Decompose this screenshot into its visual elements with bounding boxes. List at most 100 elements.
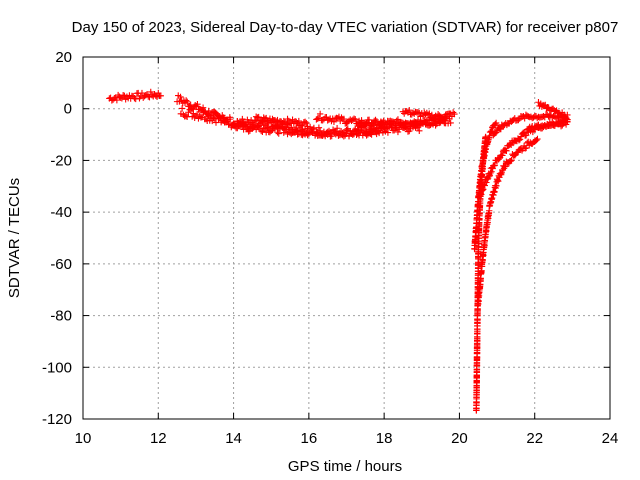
data-point	[515, 136, 523, 144]
y-tick-label: -80	[50, 308, 72, 325]
data-point	[352, 116, 359, 123]
data-point	[315, 124, 323, 131]
data-point	[295, 117, 303, 125]
y-axis-label: SDTVAR / TECUs	[6, 178, 23, 298]
data-point	[489, 165, 496, 172]
data-point	[378, 119, 386, 126]
data-point	[503, 147, 510, 155]
data-point	[200, 109, 207, 116]
data-point	[481, 182, 488, 189]
data-point	[340, 115, 348, 123]
data-point	[177, 93, 184, 101]
data-point	[332, 131, 339, 138]
data-point	[497, 170, 504, 177]
data-point	[492, 119, 500, 127]
y-tick-label: 0	[64, 101, 72, 118]
data-point	[303, 119, 310, 127]
data-point	[304, 123, 311, 130]
data-point	[212, 119, 220, 126]
x-tick-label: 24	[602, 430, 619, 447]
data-point	[385, 121, 392, 128]
data-point	[299, 122, 306, 130]
data-point	[508, 156, 515, 164]
data-point	[495, 177, 502, 185]
data-point	[147, 88, 154, 96]
data-point	[414, 109, 422, 116]
data-point	[516, 136, 524, 143]
data-point	[255, 113, 262, 121]
data-point	[309, 128, 316, 136]
y-tick-label: -40	[50, 204, 72, 221]
data-point	[113, 96, 121, 104]
data-point	[224, 118, 231, 125]
x-tick-label: 18	[376, 430, 393, 447]
data-point	[182, 112, 190, 120]
series-arc-5	[252, 113, 311, 130]
data-point	[226, 114, 234, 121]
data-point	[564, 116, 571, 123]
data-point	[365, 126, 373, 134]
data-point	[488, 168, 495, 175]
data-point	[324, 131, 331, 138]
data-point	[184, 98, 191, 106]
data-point	[119, 91, 127, 99]
data-point	[447, 119, 454, 127]
data-point	[301, 118, 309, 126]
series-arc-7	[354, 115, 454, 132]
data-point	[370, 120, 378, 128]
data-point	[416, 127, 423, 135]
grid	[83, 57, 610, 419]
data-point	[340, 129, 348, 136]
data-point	[381, 124, 388, 132]
series-arc-11	[475, 135, 541, 308]
x-tick-label: 14	[225, 430, 242, 447]
x-tick-label: 20	[451, 430, 468, 447]
data-point	[521, 145, 529, 152]
data-point	[451, 110, 458, 118]
data-point	[490, 162, 498, 169]
data-point	[393, 124, 400, 131]
y-tick-label: -100	[42, 359, 72, 376]
data-point	[157, 92, 164, 100]
data-point	[264, 124, 271, 132]
data-point	[310, 125, 318, 133]
data-point	[328, 129, 335, 137]
data-point	[483, 179, 490, 186]
data-point	[498, 169, 505, 177]
data-point	[220, 114, 227, 121]
data-point	[240, 121, 247, 128]
data-point	[502, 163, 509, 170]
data-point	[382, 120, 390, 128]
data-point	[337, 128, 345, 135]
data-point	[271, 123, 279, 130]
y-tick-label: -20	[50, 152, 72, 169]
y-tick-label: -120	[42, 411, 72, 428]
data-point	[330, 118, 338, 126]
chart-title: Day 150 of 2023, Sidereal Day-to-day VTE…	[72, 19, 619, 36]
data-point	[386, 119, 394, 127]
x-tick-label: 16	[301, 430, 318, 447]
series-arc-1	[106, 88, 164, 104]
data-point	[491, 120, 499, 128]
series-arc-8	[399, 107, 458, 123]
data-point	[316, 110, 324, 118]
y-tick-label: 20	[55, 49, 72, 66]
series-arc-12	[475, 115, 571, 201]
data-point	[534, 135, 541, 143]
data-point	[275, 130, 282, 137]
data-point	[414, 121, 422, 129]
data-point	[406, 107, 413, 114]
data-point	[491, 129, 499, 137]
data-point	[482, 133, 489, 141]
data-point	[363, 132, 370, 139]
series-arc-10	[471, 119, 500, 253]
data-points	[106, 88, 571, 414]
data-point	[373, 130, 380, 138]
series-arc-15	[535, 99, 571, 123]
data-point	[487, 169, 494, 177]
data-point	[499, 152, 506, 159]
y-tick-labels: 20 0 -20 -40 -60 -80 -100 -120	[42, 49, 72, 428]
data-point	[194, 100, 201, 108]
data-point	[409, 123, 417, 131]
